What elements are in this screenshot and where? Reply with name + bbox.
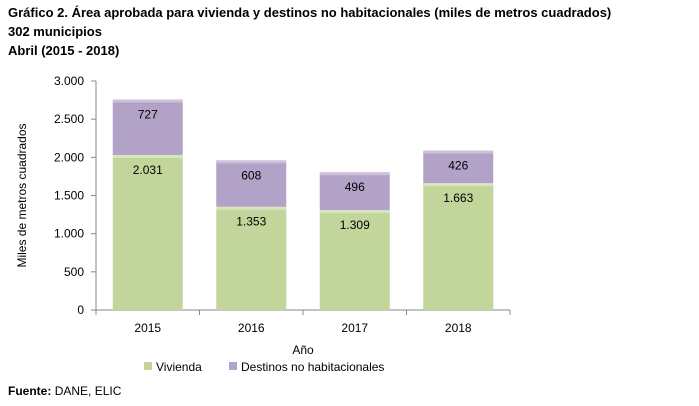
y-tick-label: 0 <box>77 303 84 317</box>
bar-highlight <box>112 99 183 103</box>
data-label: 426 <box>448 159 468 173</box>
source-text: DANE, ELIC <box>54 384 122 398</box>
y-tick-label: 2.500 <box>54 112 84 126</box>
bar-no-habitacional <box>112 99 183 155</box>
bar-no-habitacional <box>216 160 287 207</box>
legend-label: Destinos no habitacionales <box>241 360 384 374</box>
x-tick-label: 2016 <box>238 321 265 335</box>
y-tick-label: 1.000 <box>54 227 84 241</box>
x-tick-label: 2015 <box>134 321 161 335</box>
chart-subtitle: 302 municipios <box>8 24 102 39</box>
data-label: 1.353 <box>236 215 266 229</box>
data-label: 727 <box>138 107 158 121</box>
data-label: 1.663 <box>443 191 473 205</box>
y-tick-label: 1.500 <box>54 189 84 203</box>
bar-vivienda <box>216 206 287 310</box>
y-tick-label: 500 <box>64 265 84 279</box>
x-axis-label: Año <box>292 343 314 357</box>
legend-swatch <box>229 362 237 370</box>
bar-highlight <box>216 160 287 164</box>
chart-period: Abril (2015 - 2018) <box>8 43 120 58</box>
data-label: 608 <box>241 168 261 182</box>
data-label: 2.031 <box>133 163 163 177</box>
bar-vivienda <box>319 210 390 310</box>
bar-vivienda <box>112 154 183 310</box>
bar-no-habitacional <box>423 150 494 184</box>
bar-no-habitacional <box>319 172 390 211</box>
y-tick-label: 2.000 <box>54 150 84 164</box>
stacked-bar-chart: 0 500 1.000 1.500 2.000 2.500 3.000 2.031 727 201… <box>15 74 511 374</box>
bar-highlight <box>319 210 390 214</box>
data-label: 496 <box>345 180 365 194</box>
x-tick-label: 2017 <box>341 321 368 335</box>
y-axis-label: Miles de metros cuadrados <box>15 123 29 267</box>
bar-highlight <box>423 150 494 154</box>
legend-label: Vivienda <box>156 360 202 374</box>
bar-highlight <box>216 206 287 210</box>
data-label: 1.309 <box>340 218 370 232</box>
bar-vivienda <box>423 183 494 310</box>
legend-swatch <box>144 362 152 370</box>
bar-highlight <box>112 154 183 158</box>
y-tick-label: 3.000 <box>54 74 84 88</box>
bar-highlight <box>319 172 390 176</box>
source-note: Fuente: DANE, ELIC <box>8 384 121 398</box>
x-tick-label: 2018 <box>445 321 472 335</box>
source-label: Fuente: <box>8 384 52 398</box>
chart-title: Gráfico 2. Área aprobada para vivienda y… <box>8 5 612 20</box>
bar-highlight <box>423 183 494 187</box>
